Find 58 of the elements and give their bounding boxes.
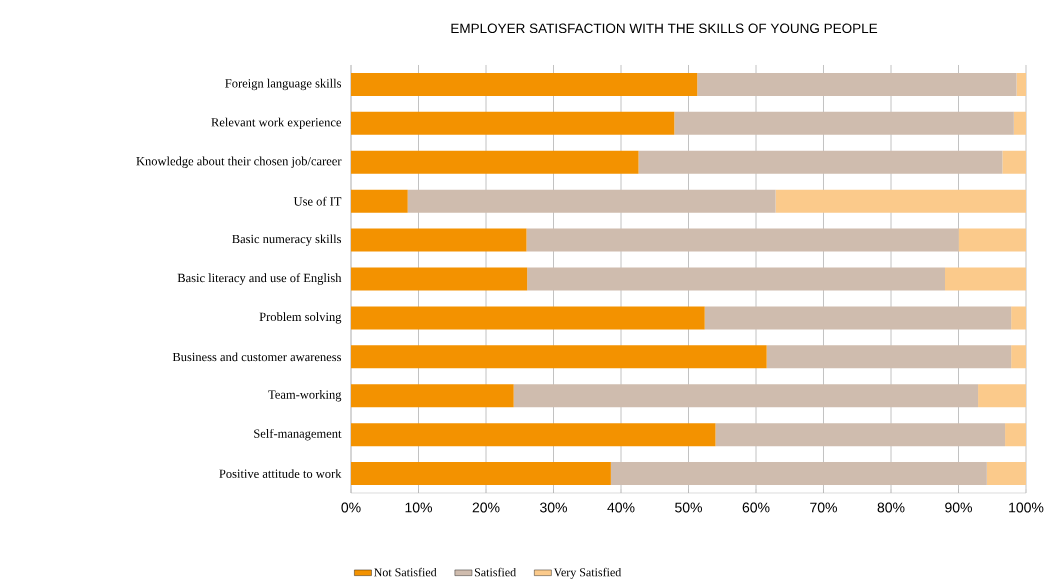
bar xyxy=(351,384,514,408)
y-tick-label: Knowledge about their chosen job/career xyxy=(136,156,342,168)
bar xyxy=(351,111,675,135)
bar xyxy=(407,189,776,213)
bar xyxy=(527,267,945,291)
bar xyxy=(945,267,1026,291)
y-tick-label: Foreign language skills xyxy=(225,78,342,91)
x-tick-label: 100% xyxy=(1009,502,1044,513)
y-tick-label: Problem solving xyxy=(259,312,342,324)
chart-title: EMPLOYER SATISFACTION WITH THE SKILLS OF YOUNG PEOPLE xyxy=(451,23,878,34)
bar xyxy=(351,423,716,447)
y-tick-label: Basic literacy and use of English xyxy=(177,273,342,285)
bar xyxy=(351,150,639,174)
bar xyxy=(351,72,698,96)
x-tick-label: 20% xyxy=(472,502,500,513)
bar xyxy=(775,189,1026,213)
bar xyxy=(351,306,705,330)
bar xyxy=(766,345,1012,369)
legend-label: Very Satisfied xyxy=(553,567,622,579)
x-tick-label: 0% xyxy=(341,502,361,513)
x-tick-label: 60% xyxy=(742,502,770,513)
x-tick-label: 30% xyxy=(540,502,568,513)
bar xyxy=(704,306,1012,330)
y-tick-label: Team-working xyxy=(268,390,342,402)
bar xyxy=(1011,345,1026,369)
x-tick-label: 50% xyxy=(675,502,703,513)
bar xyxy=(513,384,979,408)
bar xyxy=(958,228,1026,252)
bar xyxy=(351,345,767,369)
y-tick-label: Relevant work experience xyxy=(211,117,342,130)
legend-label: Satisfied xyxy=(474,567,516,577)
bar xyxy=(674,111,1014,135)
y-tick-label: Self-management xyxy=(254,428,342,441)
y-tick-label: Business and customer awareness xyxy=(172,352,342,362)
bar xyxy=(351,462,611,486)
bar xyxy=(1005,423,1026,447)
x-tick-label: 80% xyxy=(877,502,905,513)
bar xyxy=(697,72,1017,96)
bar xyxy=(638,150,1003,174)
x-tick-label: 90% xyxy=(945,502,973,513)
legend-label: Not Satisfied xyxy=(374,567,437,577)
bar xyxy=(526,228,959,252)
bar xyxy=(715,423,1006,447)
bar xyxy=(978,384,1026,408)
bar xyxy=(351,228,527,252)
bar xyxy=(351,189,408,213)
x-tick-label: 10% xyxy=(405,502,433,513)
bar xyxy=(986,462,1026,486)
y-tick-label: Basic numeracy skills xyxy=(232,234,342,246)
x-tick-label: 40% xyxy=(607,502,635,513)
bar xyxy=(1013,111,1026,135)
y-tick-label: Use of IT xyxy=(293,196,342,206)
x-tick-label: 70% xyxy=(810,502,838,513)
bar xyxy=(351,267,528,291)
bar xyxy=(610,462,987,486)
bar xyxy=(1011,306,1026,330)
bar xyxy=(1002,150,1026,174)
y-tick-label: Positive attitude to work xyxy=(219,469,342,478)
